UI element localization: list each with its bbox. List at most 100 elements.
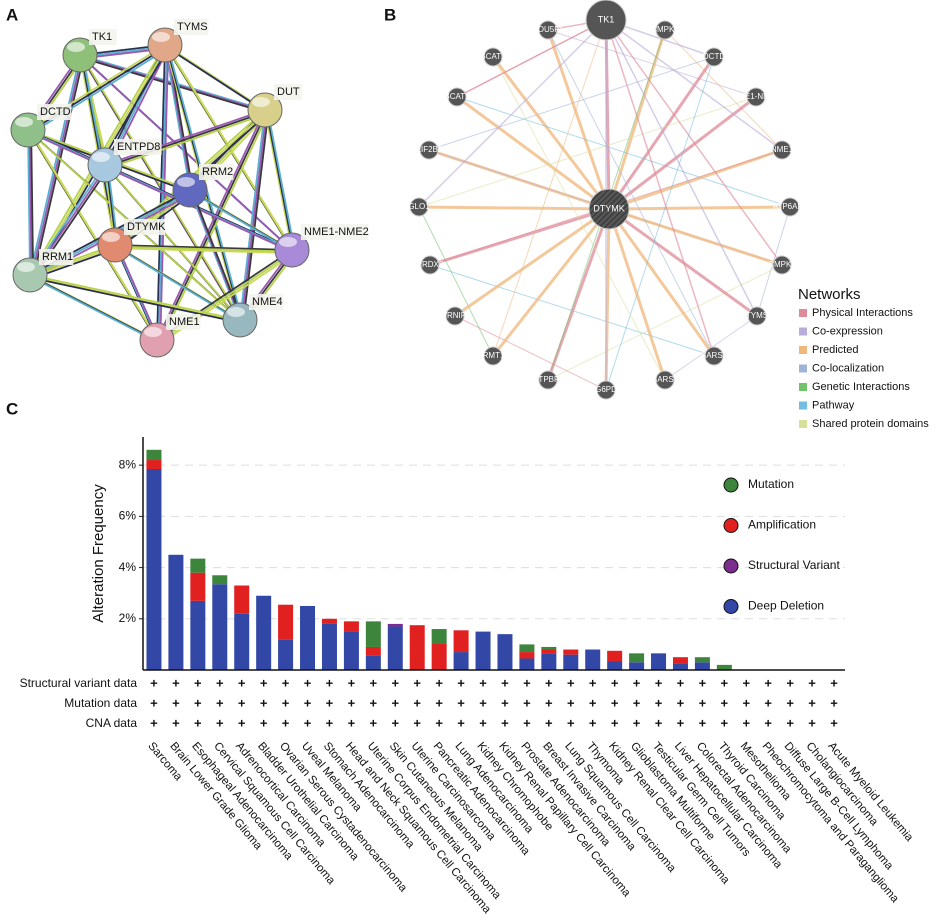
bar-segment <box>716 664 732 670</box>
row-cell: + <box>545 695 553 710</box>
network-edge <box>190 191 243 322</box>
legend-label: Structural Variant <box>748 558 840 572</box>
network-edge <box>264 109 293 251</box>
network-edge <box>605 19 783 266</box>
network-edge <box>164 44 191 191</box>
network-edge <box>418 206 494 357</box>
row-cell: + <box>479 675 487 690</box>
node-label: EIF2B2 <box>416 145 443 154</box>
bar-segment <box>694 657 710 663</box>
row-cell: + <box>457 675 465 690</box>
row-cell: + <box>523 695 531 710</box>
row-label: CNA data <box>86 716 138 730</box>
row-cell: + <box>150 715 158 730</box>
row-cell: + <box>194 695 202 710</box>
bar-segment <box>431 629 447 644</box>
y-axis-label: Alteration Frequency <box>90 484 107 623</box>
row-cell: + <box>786 675 794 690</box>
network-edge <box>454 315 607 391</box>
y-tick-label: 4% <box>119 560 137 574</box>
gene-node <box>704 346 724 366</box>
network-edge <box>605 19 783 151</box>
bar-segment <box>672 663 688 670</box>
bar-segment <box>453 630 469 653</box>
bar-segment <box>541 653 557 670</box>
row-cell: + <box>808 715 816 730</box>
bar-segment <box>431 643 447 670</box>
node-label: TK1 <box>598 14 615 24</box>
gene-node <box>746 87 766 107</box>
row-cell: + <box>808 695 816 710</box>
network-edge <box>27 129 31 276</box>
row-cell: + <box>589 675 597 690</box>
node-label: BCAT2 <box>480 52 506 61</box>
network-edge <box>608 207 783 267</box>
node-label: DCTD <box>40 106 71 118</box>
bar-segment <box>343 631 359 670</box>
row-cell: + <box>457 715 465 730</box>
row-cell: + <box>172 675 180 690</box>
row-cell: + <box>764 695 772 710</box>
legend-swatch <box>799 420 807 428</box>
network-edge <box>608 205 791 211</box>
gene-node <box>655 370 675 390</box>
node-highlight <box>17 262 35 272</box>
network-edge <box>418 205 610 211</box>
row-cell: + <box>567 675 575 690</box>
legend-swatch <box>799 309 807 317</box>
bar-segment <box>497 634 513 670</box>
row-cell: + <box>326 715 334 730</box>
row-cell: + <box>611 695 619 710</box>
network-edge <box>29 54 81 276</box>
row-label: Structural variant data <box>20 676 138 690</box>
node-label-bg <box>37 104 72 120</box>
row-cell: + <box>742 695 750 710</box>
network-edge <box>242 113 270 324</box>
row-cell: + <box>282 715 290 730</box>
bar-segment <box>300 605 316 670</box>
network-edge <box>189 189 241 321</box>
node-label-bg <box>274 84 302 100</box>
row-cell: + <box>721 715 729 730</box>
bar-segment <box>409 625 425 670</box>
node-highlight <box>227 307 245 317</box>
bar-segment <box>234 585 250 614</box>
gene-node <box>780 197 800 217</box>
row-cell: + <box>150 695 158 710</box>
network-edge <box>32 277 161 345</box>
row-cell: + <box>282 675 290 690</box>
row-cell: + <box>435 675 443 690</box>
row-cell: + <box>479 715 487 730</box>
node-label: TRMT11 <box>478 351 509 360</box>
bar-segment <box>365 646 381 656</box>
row-cell: + <box>391 715 399 730</box>
network-edge <box>31 275 242 323</box>
panel-letter: B <box>384 5 396 24</box>
gene-node <box>596 380 616 400</box>
network-edge <box>107 167 296 255</box>
network-edge <box>118 247 296 255</box>
node-label: NME1-NME2 <box>304 226 369 238</box>
bar-segment <box>629 653 645 663</box>
node-label-bg <box>89 29 117 45</box>
node-label-bg <box>301 224 369 240</box>
row-cell: + <box>589 715 597 730</box>
bar-segment <box>321 618 337 624</box>
row-cell: + <box>501 675 509 690</box>
row-cell: + <box>655 695 663 710</box>
node-label: DTYMK <box>593 203 625 213</box>
network-edge <box>605 19 715 357</box>
row-cell: + <box>611 675 619 690</box>
gene-node <box>704 47 724 67</box>
network-edge <box>428 56 715 151</box>
bar-segment <box>190 572 206 601</box>
row-cell: + <box>304 715 312 730</box>
row-cell: + <box>655 715 663 730</box>
legend-label: Mutation <box>748 477 794 491</box>
node-label-bg <box>174 19 209 35</box>
network-edge <box>106 110 267 168</box>
node-highlight <box>102 232 120 242</box>
node-label-bg <box>166 314 201 330</box>
bar-segment <box>212 584 228 670</box>
node-label: PRDX3 <box>417 260 444 269</box>
